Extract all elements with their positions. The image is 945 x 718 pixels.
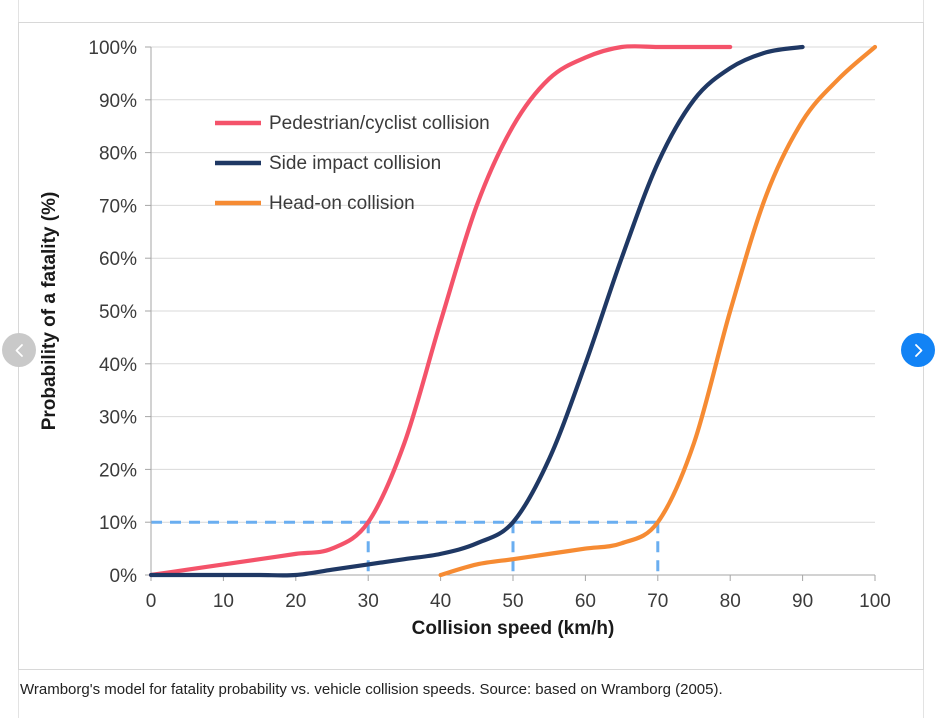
y-tick-label: 80% bbox=[99, 144, 137, 165]
x-axis-title: Collision speed (km/h) bbox=[412, 618, 615, 639]
chevron-right-icon bbox=[914, 343, 922, 357]
x-tick-label: 80 bbox=[720, 591, 741, 612]
y-tick-label: 0% bbox=[110, 566, 138, 587]
x-tick-label: 40 bbox=[430, 591, 451, 612]
axis-tick-marks bbox=[145, 46, 876, 581]
x-tick-label: 0 bbox=[146, 591, 157, 612]
y-tick-label: 30% bbox=[99, 408, 137, 429]
y-tick-label: 40% bbox=[99, 355, 137, 376]
legend-label-1: Side impact collision bbox=[269, 153, 441, 174]
y-tick-label: 90% bbox=[99, 91, 137, 112]
series-line-1 bbox=[148, 44, 805, 578]
series-line-2 bbox=[438, 44, 878, 578]
x-tick-label: 50 bbox=[502, 591, 523, 612]
y-axis-tick-labels: 0% 10% 20% 30% 40% 50% 60% 70% 80% 90% 100% bbox=[88, 38, 137, 587]
x-tick-label: 60 bbox=[575, 591, 596, 612]
legend-label-0: Pedestrian/cyclist collision bbox=[269, 113, 490, 134]
y-tick-label: 60% bbox=[99, 249, 137, 270]
legend-label-2: Head-on collision bbox=[269, 193, 415, 214]
figure-caption: Wramborg's model for fatality probabilit… bbox=[20, 681, 723, 698]
x-tick-label: 20 bbox=[285, 591, 306, 612]
chart-series-group bbox=[148, 44, 878, 578]
carousel-prev-button[interactable] bbox=[2, 333, 36, 367]
figure-card: 0% 10% 20% 30% 40% 50% 60% 70% 80% 90% 100% 0 10 20 3… bbox=[18, 22, 924, 670]
fatality-probability-chart: 0% 10% 20% 30% 40% 50% 60% 70% 80% 90% 100% 0 10 20 3… bbox=[39, 38, 891, 639]
chevron-left-icon bbox=[15, 343, 23, 357]
y-tick-label: 10% bbox=[99, 513, 137, 534]
y-tick-label: 70% bbox=[99, 196, 137, 217]
y-tick-label: 20% bbox=[99, 460, 137, 481]
x-tick-label: 90 bbox=[792, 591, 813, 612]
series-line-0 bbox=[148, 44, 733, 578]
y-axis-title: Probability of a fatality (%) bbox=[39, 192, 60, 431]
x-tick-label: 70 bbox=[647, 591, 668, 612]
y-tick-label: 50% bbox=[99, 302, 137, 323]
x-tick-label: 10 bbox=[213, 591, 234, 612]
y-tick-label: 100% bbox=[88, 38, 137, 59]
x-tick-label: 100 bbox=[859, 591, 891, 612]
chart-legend: Pedestrian/cyclist collision Side impact … bbox=[215, 113, 490, 214]
x-axis-tick-labels: 0 10 20 30 40 50 60 70 80 90 100 bbox=[146, 591, 891, 612]
carousel-next-button[interactable] bbox=[901, 333, 935, 367]
x-tick-label: 30 bbox=[358, 591, 379, 612]
